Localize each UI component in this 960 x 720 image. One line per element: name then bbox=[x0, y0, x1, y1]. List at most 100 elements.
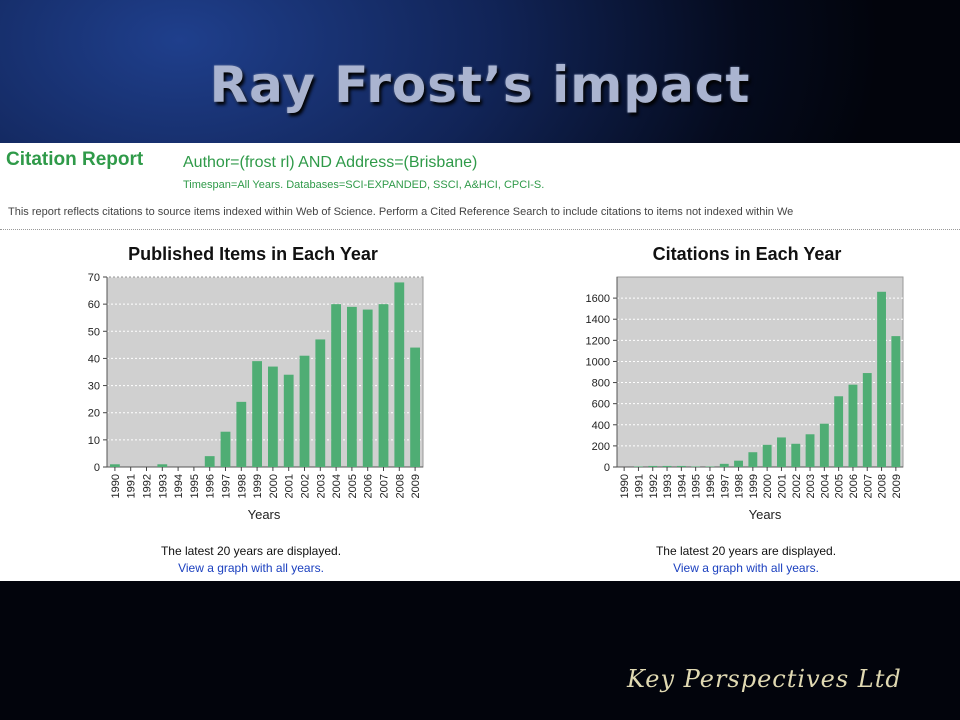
y-tick-label: 30 bbox=[88, 381, 100, 393]
x-axis-label: Years bbox=[248, 507, 281, 522]
x-tick-label: 2001 bbox=[284, 474, 296, 498]
bar bbox=[394, 282, 405, 467]
bar bbox=[157, 464, 168, 467]
plot-area bbox=[106, 276, 424, 468]
slide-title: Ray Frost’s impact bbox=[209, 56, 751, 114]
x-tick-label: 2009 bbox=[891, 474, 903, 498]
y-tick-label: 50 bbox=[88, 326, 100, 338]
x-tick-label: 2008 bbox=[877, 474, 889, 498]
divider bbox=[0, 229, 960, 230]
y-tick-label: 1200 bbox=[586, 335, 610, 347]
plot-area bbox=[616, 276, 904, 468]
bar bbox=[299, 355, 310, 467]
x-tick-label: 2004 bbox=[331, 474, 343, 498]
y-tick-label: 200 bbox=[592, 441, 610, 453]
bar bbox=[378, 304, 389, 467]
caption-left: The latest 20 years are displayed. bbox=[160, 544, 342, 558]
x-tick-label: 2005 bbox=[834, 474, 846, 498]
bar bbox=[315, 339, 326, 467]
x-tick-label: 1990 bbox=[619, 474, 631, 498]
report-note: This report reflects citations to source… bbox=[8, 206, 794, 218]
x-tick-label: 2003 bbox=[805, 474, 817, 498]
bar bbox=[347, 306, 357, 467]
bar bbox=[791, 443, 801, 467]
bar bbox=[110, 464, 120, 467]
x-tick-label: 1993 bbox=[157, 474, 169, 498]
x-tick-label: 2000 bbox=[268, 474, 280, 498]
bar bbox=[748, 452, 758, 467]
bar bbox=[891, 336, 901, 467]
x-tick-label: 2007 bbox=[379, 474, 391, 498]
x-tick-label: 2006 bbox=[848, 474, 860, 498]
chart-title: Published Items in Each Year bbox=[128, 244, 378, 264]
bar bbox=[410, 347, 420, 467]
x-tick-label: 2003 bbox=[315, 474, 327, 498]
y-tick-label: 800 bbox=[592, 378, 610, 390]
bar bbox=[834, 396, 844, 467]
bar bbox=[862, 373, 872, 467]
x-tick-label: 2006 bbox=[363, 474, 375, 498]
bar bbox=[268, 366, 278, 467]
y-tick-label: 10 bbox=[88, 435, 100, 447]
y-tick-label: 1400 bbox=[586, 314, 610, 326]
y-tick-label: 1600 bbox=[586, 293, 610, 305]
x-tick-label: 1991 bbox=[633, 474, 645, 498]
x-tick-label: 1998 bbox=[236, 474, 248, 498]
brand-logo-text: Key Perspectives Ltd bbox=[627, 665, 902, 693]
bar bbox=[634, 466, 643, 467]
search-query: Author=(frost rl) AND Address=(Brisbane) bbox=[183, 154, 478, 171]
bar bbox=[662, 465, 672, 467]
x-tick-label: 1993 bbox=[662, 474, 674, 498]
x-tick-label: 1999 bbox=[252, 474, 264, 498]
x-tick-label: 2002 bbox=[300, 474, 312, 498]
report-title: Citation Report bbox=[6, 149, 144, 170]
view-all-years-link-right[interactable]: View a graph with all years. bbox=[673, 561, 819, 575]
bar bbox=[762, 444, 772, 467]
bar bbox=[252, 361, 262, 467]
x-tick-label: 1990 bbox=[110, 474, 122, 498]
bar bbox=[362, 309, 373, 467]
bar bbox=[648, 465, 658, 467]
search-meta: Timespan=All Years. Databases=SCI-EXPAND… bbox=[183, 179, 545, 191]
x-tick-label: 2005 bbox=[347, 474, 359, 498]
x-tick-label: 2004 bbox=[819, 474, 831, 498]
published-items-chart: Published Items in Each Year 0 10 20 30 40 50 6… bbox=[88, 244, 424, 522]
bar bbox=[691, 466, 701, 467]
y-tick-label: 20 bbox=[88, 408, 100, 420]
bar bbox=[819, 423, 829, 467]
x-tick-label: 1999 bbox=[748, 474, 760, 498]
view-all-years-link-left[interactable]: View a graph with all years. bbox=[178, 561, 324, 575]
x-tick-label: 1997 bbox=[719, 474, 731, 498]
bar bbox=[805, 434, 815, 467]
bar bbox=[283, 374, 294, 467]
x-tick-label: 2008 bbox=[394, 474, 406, 498]
x-tick-label: 1998 bbox=[734, 474, 746, 498]
x-tick-label: 1991 bbox=[126, 474, 138, 498]
bar bbox=[676, 465, 686, 467]
x-tick-label: 2007 bbox=[862, 474, 874, 498]
x-axis-label: Years bbox=[749, 507, 782, 522]
x-tick-label: 2001 bbox=[776, 474, 788, 498]
citations-chart: Citations in Each Year 0 200 400 600 800 1000 1… bbox=[586, 244, 904, 522]
bar bbox=[848, 384, 858, 467]
x-tick-label: 1994 bbox=[676, 474, 688, 498]
bar bbox=[236, 401, 247, 467]
y-tick-label: 1000 bbox=[586, 356, 610, 368]
bar bbox=[719, 463, 729, 467]
bar bbox=[331, 304, 341, 467]
x-tick-label: 2002 bbox=[791, 474, 803, 498]
x-tick-label: 1997 bbox=[221, 474, 233, 498]
y-tick-label: 0 bbox=[604, 462, 610, 474]
y-tick-label: 400 bbox=[592, 420, 610, 432]
bar bbox=[220, 431, 231, 467]
x-tick-label: 1996 bbox=[705, 474, 717, 498]
chart-title: Citations in Each Year bbox=[653, 244, 842, 264]
bar bbox=[705, 466, 715, 467]
bar bbox=[877, 291, 886, 467]
x-tick-label: 1992 bbox=[648, 474, 660, 498]
x-tick-label: 1994 bbox=[173, 474, 185, 498]
caption-right: The latest 20 years are displayed. bbox=[655, 544, 837, 558]
x-tick-label: 1996 bbox=[205, 474, 217, 498]
x-tick-label: 2009 bbox=[410, 474, 422, 498]
x-tick-label: 2000 bbox=[762, 474, 774, 498]
